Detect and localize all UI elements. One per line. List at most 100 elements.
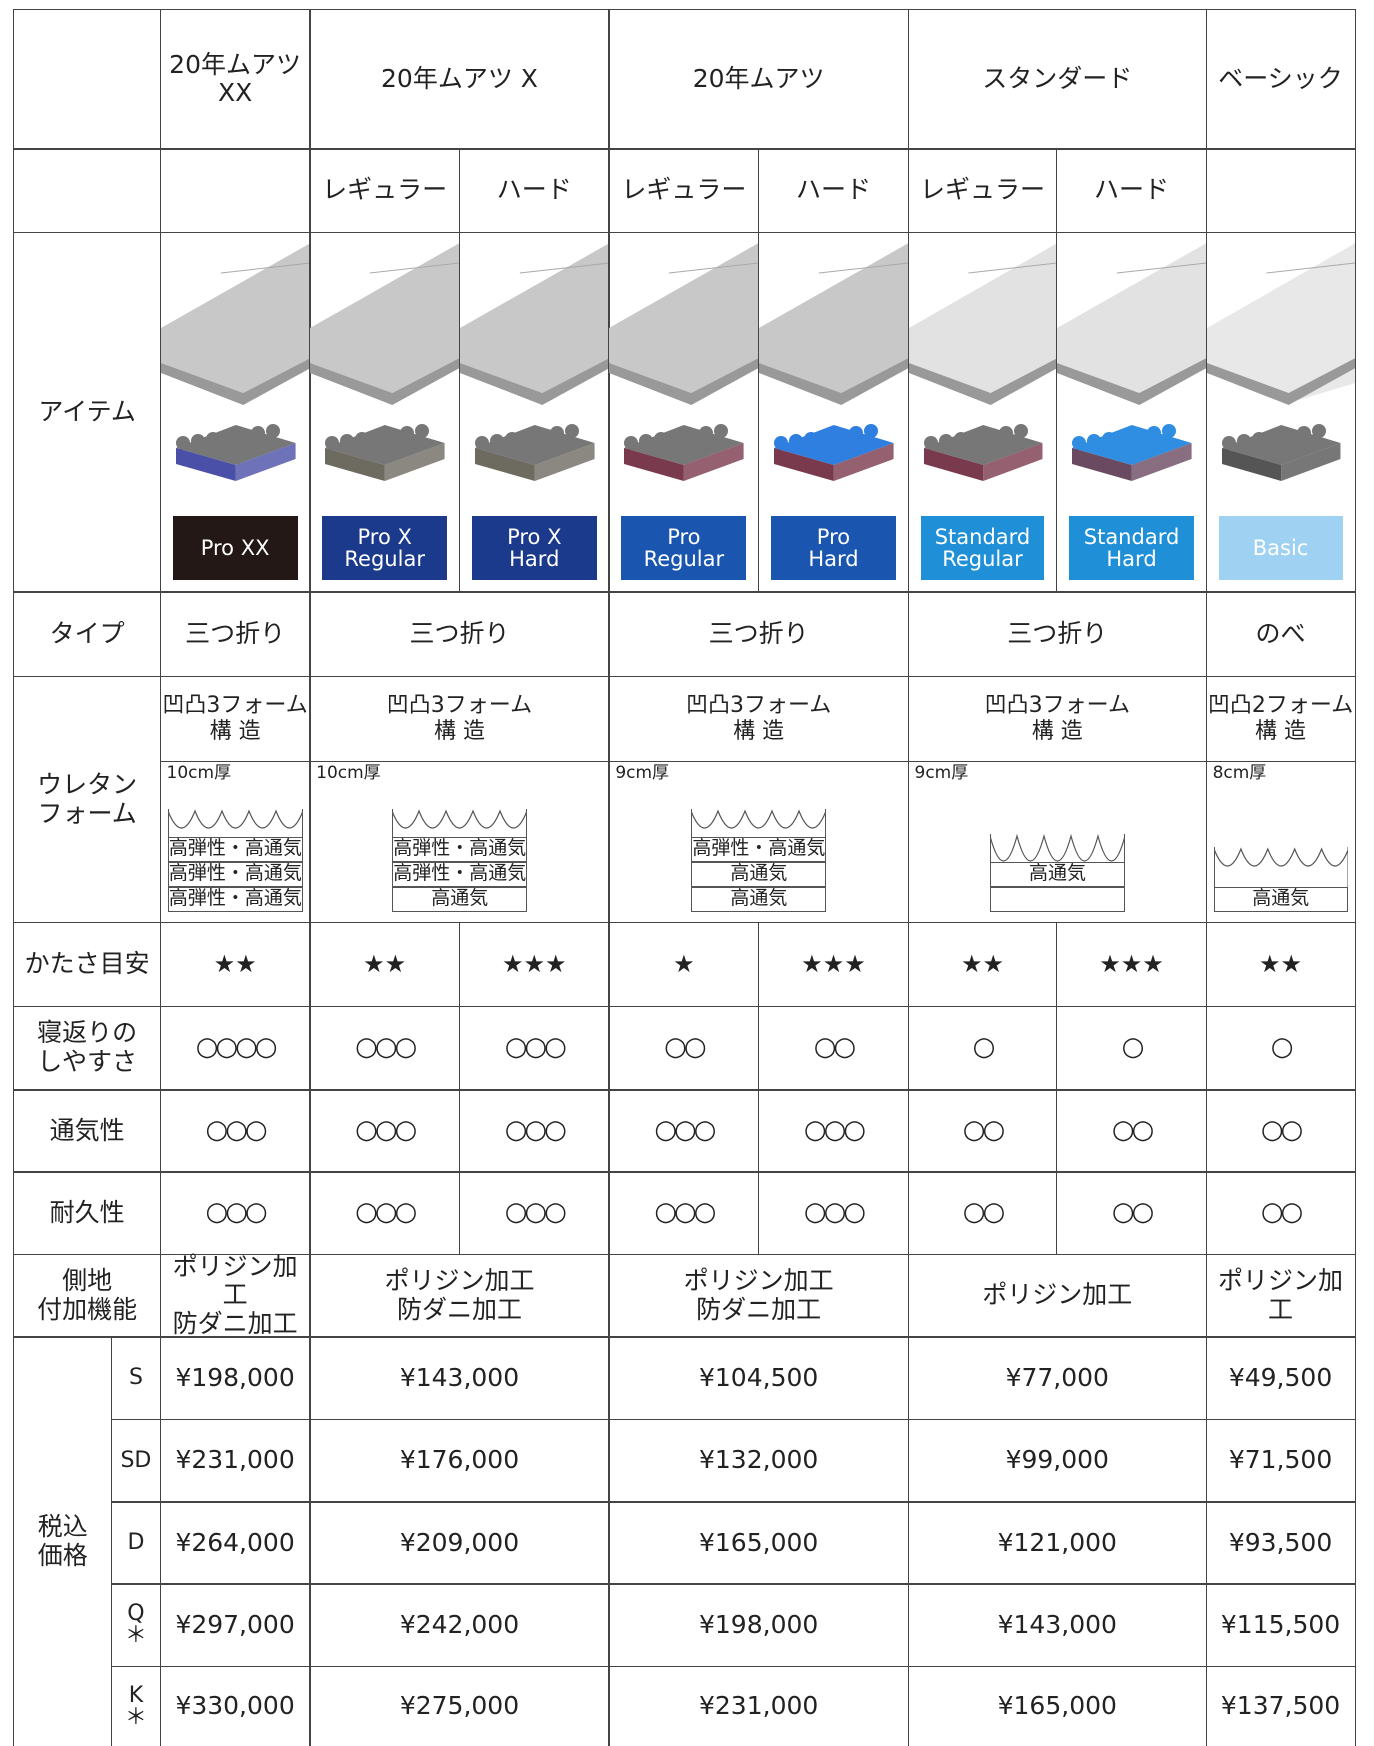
structure-value: 凹凸2フォーム 構 造	[1205, 675, 1356, 763]
price-value: ¥121,000	[907, 1501, 1208, 1585]
thickness-label: 10cm厚	[316, 762, 381, 783]
price-value: ¥77,000	[907, 1336, 1208, 1421]
item-cell: Basic	[1205, 231, 1356, 593]
row-label: タイプ	[13, 591, 162, 678]
type-value: 三つ折り	[309, 591, 610, 678]
price-value: ¥242,000	[309, 1583, 610, 1668]
item-illustration	[1206, 242, 1356, 481]
hardness-value: ★	[608, 921, 760, 1007]
foam-diagram-cell: 9cm厚高弾性・高通気 高通気 高通気	[608, 760, 909, 924]
item-cell: Pro X Hard	[458, 231, 610, 593]
item-cell: Standard Regular	[907, 231, 1058, 593]
type-value: 三つ折り	[608, 591, 909, 678]
turning-value: ○○	[608, 1005, 760, 1091]
row-label: ウレタン フォーム	[13, 675, 162, 924]
durability-value: ○○	[1205, 1171, 1356, 1256]
item-cell: Pro Hard	[757, 231, 909, 593]
item-illustration	[310, 242, 460, 481]
foam-layer: 高弾性・高通気	[167, 861, 303, 887]
structure-value: 凹凸3フォーム 構 造	[159, 675, 311, 763]
price-value: ¥93,500	[1205, 1501, 1356, 1585]
thickness-label: 9cm厚	[615, 762, 670, 783]
variant-label: ハード	[757, 148, 909, 234]
fabric-value: ポリジン加工	[907, 1253, 1208, 1338]
foam-layer: 高通気	[1213, 886, 1349, 912]
breathability-value: ○○	[1055, 1089, 1208, 1173]
item-cell: Pro X Regular	[309, 231, 461, 593]
type-value: 三つ折り	[907, 591, 1208, 678]
foam-layer: 高弾性・高通気	[392, 861, 528, 887]
breathability-value: ○○	[907, 1089, 1058, 1173]
price-value: ¥297,000	[159, 1583, 311, 1668]
blank-cell	[13, 148, 162, 234]
foam-layer: 高通気	[990, 861, 1126, 887]
foam-layer: 高通気	[691, 861, 827, 887]
structure-value: 凹凸3フォーム 構 造	[907, 675, 1208, 763]
variant-label: レギュラー	[608, 148, 760, 234]
price-value: ¥49,500	[1205, 1336, 1356, 1421]
turning-value: ○	[907, 1005, 1058, 1091]
turning-value: ○	[1205, 1005, 1356, 1091]
price-value: ¥143,000	[907, 1583, 1208, 1668]
turning-value: ○	[1055, 1005, 1208, 1091]
foam-layer: 高弾性・高通気	[392, 836, 528, 862]
hardness-value: ★★	[309, 921, 461, 1007]
price-value: ¥132,000	[608, 1418, 909, 1503]
price-value: ¥264,000	[159, 1501, 311, 1585]
hardness-value: ★★★	[1055, 921, 1208, 1007]
row-label: 耐久性	[13, 1171, 162, 1256]
size-label: SD	[110, 1418, 162, 1503]
item-illustration	[459, 242, 610, 481]
type-value: 三つ折り	[159, 591, 311, 678]
row-label: 税込 価格	[13, 1336, 113, 1746]
row-label: 側地 付加機能	[13, 1253, 162, 1338]
price-value: ¥71,500	[1205, 1418, 1356, 1503]
item-badge: Pro X Hard	[471, 516, 597, 580]
breathability-value: ○○○	[757, 1089, 909, 1173]
foam-layer: 高通気	[392, 886, 528, 912]
variant-label: ハード	[1055, 148, 1208, 234]
turning-value: ○○○	[309, 1005, 461, 1091]
foam-layer-blank	[990, 886, 1126, 912]
price-value: ¥143,000	[309, 1336, 610, 1421]
corner-cell	[13, 8, 162, 150]
item-badge: Standard Regular	[920, 516, 1045, 580]
blank-cell	[159, 148, 311, 234]
price-value: ¥198,000	[159, 1336, 311, 1421]
price-value: ¥231,000	[608, 1665, 909, 1746]
hardness-value: ★★★	[757, 921, 909, 1007]
foam-diagram-cell: 8cm厚 高通気	[1205, 760, 1356, 924]
item-cell: Pro Regular	[608, 231, 760, 593]
price-value: ¥198,000	[608, 1583, 909, 1668]
item-badge: Pro XX	[172, 516, 298, 580]
product-name: 20年ムアツ	[608, 8, 909, 150]
price-value: ¥231,000	[159, 1418, 311, 1503]
product-name: 20年ムアツ X	[309, 8, 610, 150]
item-badge: Pro X Regular	[322, 516, 448, 580]
breathability-value: ○○○	[159, 1089, 311, 1173]
foam-diagram-cell: 10cm厚 高弾性・高通気 高弾性・高通気 高弾性・高通気	[159, 760, 311, 924]
price-value: ¥165,000	[608, 1501, 909, 1585]
type-value: のべ	[1205, 591, 1356, 678]
foam-layer: 高弾性・高通気	[691, 836, 827, 862]
fabric-value: ポリジン加工 防ダニ加工	[159, 1252, 311, 1338]
product-name: 20年ムアツ XX	[159, 8, 311, 150]
product-name: スタンダード	[907, 8, 1208, 150]
price-value: ¥209,000	[309, 1501, 610, 1585]
foam-layer: 高通気	[691, 886, 827, 912]
durability-value: ○○○	[757, 1171, 909, 1256]
price-value: ¥165,000	[907, 1665, 1208, 1746]
fabric-value: ポリジン加工 防ダニ加工	[309, 1253, 610, 1338]
hardness-value: ★★	[1205, 921, 1356, 1007]
durability-value: ○○○	[458, 1171, 610, 1256]
size-label: Q ＊	[110, 1583, 162, 1668]
foam-layer: 高弾性・高通気	[167, 836, 303, 862]
size-label: K ＊	[110, 1665, 162, 1746]
breathability-value: ○○	[1205, 1089, 1356, 1173]
structure-value: 凹凸3フォーム 構 造	[309, 675, 610, 763]
item-cell: Pro XX	[159, 231, 311, 593]
variant-label: ハード	[458, 148, 610, 234]
hardness-value: ★★	[159, 921, 311, 1007]
item-badge: Basic	[1218, 516, 1343, 580]
